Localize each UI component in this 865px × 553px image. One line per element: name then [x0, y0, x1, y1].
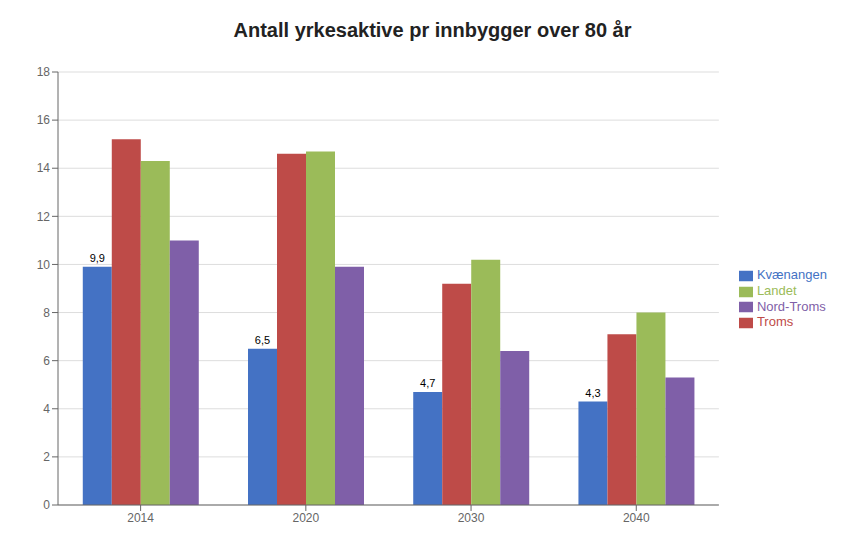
svg-text:2040: 2040	[623, 511, 650, 525]
svg-text:4,7: 4,7	[420, 377, 435, 389]
html-text:Kvænangen: Kvænangen	[756, 267, 827, 283]
svg-text:9,9: 9,9	[90, 252, 105, 264]
svg-text:12: 12	[37, 210, 51, 224]
svg-text:2: 2	[43, 450, 50, 464]
svg-text:4: 4	[43, 402, 50, 416]
svg-text:2030: 2030	[458, 511, 485, 525]
svg-text:2014: 2014	[127, 511, 154, 525]
svg-text:6,5: 6,5	[255, 334, 270, 346]
svg-text:6: 6	[43, 354, 50, 368]
svg-text:14: 14	[37, 161, 51, 175]
html-text:Landet: Landet	[756, 282, 797, 298]
svg-text:0: 0	[43, 498, 50, 512]
svg-text:4,3: 4,3	[585, 387, 600, 399]
svg-text:16: 16	[37, 113, 51, 127]
svg-text:2020: 2020	[292, 511, 319, 525]
svg-text:8: 8	[43, 306, 50, 320]
html-text:Troms: Troms	[756, 314, 794, 330]
html-text:Nord-Troms: Nord-Troms	[756, 298, 826, 314]
svg-text:18: 18	[37, 65, 51, 79]
html-text:Antall yrkesaktive pr innbygge: Antall yrkesaktive pr innbygger over 80 …	[233, 19, 632, 41]
svg-text:10: 10	[37, 258, 51, 272]
